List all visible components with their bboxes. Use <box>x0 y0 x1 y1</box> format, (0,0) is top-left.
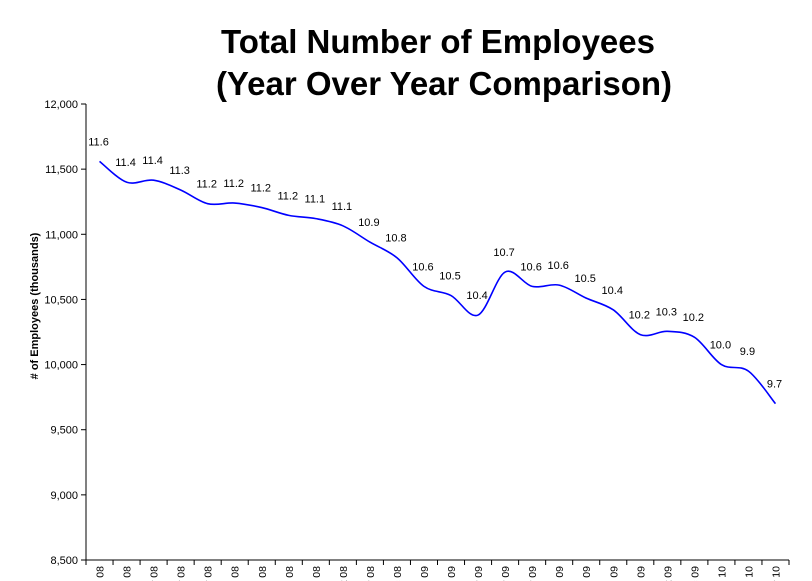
data-label: 11.6 <box>88 136 109 148</box>
y-tick-label: 12,000 <box>44 99 78 111</box>
data-label: 10.2 <box>683 312 704 324</box>
data-point <box>585 297 587 299</box>
x-tick-label: Jan 08 <box>95 566 107 581</box>
data-point <box>639 333 641 335</box>
data-point <box>342 225 344 227</box>
x-tick-label: Jun 08 <box>230 566 242 581</box>
x-tick-label: Mar 10 <box>770 566 782 581</box>
data-label: 10.6 <box>412 261 433 273</box>
data-point <box>206 202 208 204</box>
x-tick-label: Feb 09 <box>446 566 458 581</box>
x-tick-label: Mar 08 <box>149 566 161 581</box>
data-label: 11.3 <box>169 165 190 177</box>
data-label: 11.2 <box>277 190 298 202</box>
data-point <box>423 285 425 287</box>
data-label: 11.2 <box>196 179 217 191</box>
data-point <box>179 189 181 191</box>
x-tick-label: Oct 09 <box>662 566 674 581</box>
data-label: 11.4 <box>115 157 136 169</box>
x-tick-label: Nov 08 <box>365 566 377 581</box>
data-label: 10.5 <box>575 273 596 285</box>
data-label: 11.2 <box>223 178 244 190</box>
x-tick-label: May 09 <box>527 566 539 581</box>
y-tick-label: 8,500 <box>50 555 78 567</box>
y-tick-label: 11,500 <box>45 164 78 176</box>
data-point <box>396 257 398 259</box>
data-label: 9.9 <box>740 346 755 358</box>
data-point <box>477 314 479 316</box>
x-tick-label: Oct 08 <box>338 566 350 581</box>
x-tick-label: Aug 08 <box>284 566 296 581</box>
y-tick-label: 9,000 <box>50 490 78 502</box>
x-tick-label: Dec 08 <box>392 566 404 581</box>
data-point <box>450 294 452 296</box>
data-point <box>315 217 317 219</box>
data-point <box>152 179 154 181</box>
x-tick-label: Aug 09 <box>608 566 620 581</box>
data-point <box>666 330 668 332</box>
data-point <box>234 202 236 204</box>
y-tick-label: 10,000 <box>44 360 78 372</box>
data-point <box>125 181 127 183</box>
data-label: 10.3 <box>656 306 677 318</box>
x-tick-label: Apr 08 <box>176 566 188 581</box>
data-label: 11.4 <box>142 155 163 167</box>
data-label: 10.6 <box>547 260 568 272</box>
data-label: 10.5 <box>439 271 460 283</box>
x-tick-label: Jul 09 <box>581 566 593 581</box>
x-tick-label: May 08 <box>203 566 215 581</box>
data-label: 10.2 <box>629 310 650 322</box>
x-tick-label: Jan 09 <box>419 566 431 581</box>
chart-title: Total Number of Employees (Year Over Yea… <box>216 23 672 102</box>
x-tick-label: Feb 08 <box>122 566 134 581</box>
data-label: 10.4 <box>602 285 623 297</box>
data-point <box>774 402 776 404</box>
data-label: 10.7 <box>493 247 514 259</box>
x-tick-label: Feb 10 <box>743 566 755 581</box>
data-point <box>531 285 533 287</box>
y-tick-label: 10,500 <box>44 294 78 306</box>
data-point <box>98 160 100 162</box>
y-tick-label: 11,000 <box>45 229 78 241</box>
series-line <box>99 160 777 405</box>
x-tick-label: Jun 09 <box>554 566 566 581</box>
x-tick-label: Jul 08 <box>257 566 269 581</box>
data-point <box>558 284 560 286</box>
x-tick-label: Jan 10 <box>716 566 728 581</box>
plot-area: 8,500 9,000 9,500 10,000 10,500 11,000 11,500 1… <box>44 99 790 581</box>
data-label: 9.7 <box>767 379 782 391</box>
x-tick-label: Dec 09 <box>689 566 701 581</box>
chart-title-line-2: (Year Over Year Comparison) <box>216 65 672 102</box>
x-tick-label: Sep 08 <box>311 566 323 581</box>
data-label: 11.1 <box>305 194 326 206</box>
y-axis-title: # of Employees (thousands) <box>29 232 41 379</box>
chart-title-line-1: Total Number of Employees <box>221 23 655 60</box>
data-point <box>747 370 749 372</box>
data-label: 10.9 <box>358 217 379 229</box>
x-tick-label: Sep 09 <box>635 566 647 581</box>
data-label: 11.1 <box>332 201 353 213</box>
x-tick-label: Apr 09 <box>500 566 512 581</box>
data-point <box>720 363 722 365</box>
x-tick-label: Mar 09 <box>473 566 485 581</box>
data-point <box>261 206 263 208</box>
data-point <box>693 336 695 338</box>
data-point <box>369 241 371 243</box>
data-label: 10.8 <box>385 233 406 245</box>
y-tick-label: 9,500 <box>50 425 78 437</box>
data-point <box>612 309 614 311</box>
data-label: 11.2 <box>250 183 271 195</box>
data-label: 10.0 <box>710 340 731 352</box>
data-label: 10.4 <box>466 290 487 302</box>
data-label: 10.6 <box>520 261 541 273</box>
data-point <box>288 214 290 216</box>
data-point <box>504 271 506 273</box>
